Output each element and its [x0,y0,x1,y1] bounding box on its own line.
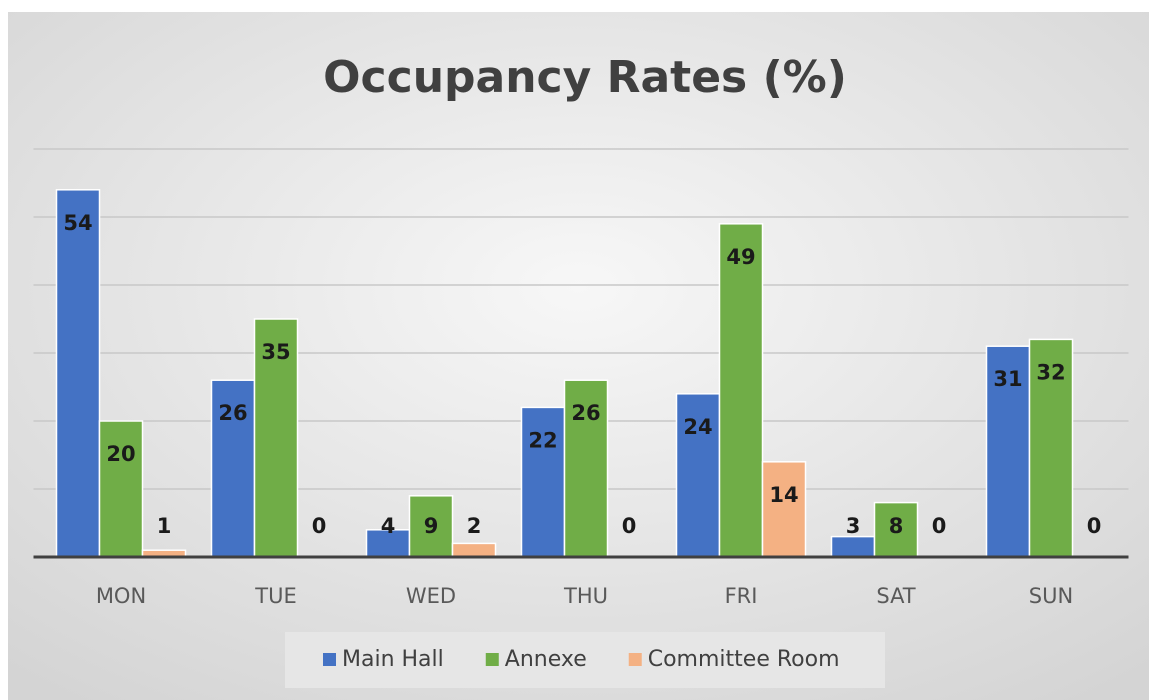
data-label: 49 [726,245,755,269]
data-label: 0 [932,514,947,538]
data-label: 14 [769,483,798,507]
legend-swatch [323,653,336,666]
data-label: 24 [683,415,712,439]
chart-background [8,12,1149,700]
data-label: 4 [381,514,396,538]
data-label: 2 [467,514,482,538]
bar [253,318,299,558]
legend-label: Main Hall [342,647,444,672]
legend-swatch [628,653,642,666]
data-label: 31 [993,367,1022,391]
data-label: 26 [218,401,247,425]
bar [873,501,919,558]
bar [830,535,876,558]
x-tick-label: MON [96,584,146,608]
x-tick-label: THU [563,584,608,608]
legend-swatch [485,653,499,666]
bar [98,420,144,558]
data-label: 8 [889,514,904,538]
data-label: 32 [1036,360,1065,384]
data-label: 20 [106,442,135,466]
data-label: 0 [312,514,327,538]
x-tick-label: TUE [254,584,296,608]
data-label: 22 [528,428,557,452]
data-label: 35 [261,340,290,364]
bar [1028,338,1074,558]
legend-box [285,632,885,688]
data-label: 9 [424,514,439,538]
bar [451,542,497,558]
x-tick-label: WED [406,584,456,608]
data-label: 26 [571,401,600,425]
data-label: 1 [157,514,172,538]
data-label: 54 [63,211,92,235]
legend-label: Committee Room [648,647,840,672]
x-tick-label: SUN [1029,584,1073,608]
legend-label: Annexe [505,647,587,672]
bar [563,379,609,558]
x-tick-label: SAT [876,584,915,608]
data-label: 3 [846,514,861,538]
data-label: 0 [1087,514,1102,538]
chart-title: Occupancy Rates (%) [323,52,847,103]
bar [55,189,101,558]
data-label: 0 [622,514,637,538]
bar [408,495,454,558]
bar [718,223,764,558]
x-tick-label: FRI [725,584,758,608]
bar [761,461,807,558]
